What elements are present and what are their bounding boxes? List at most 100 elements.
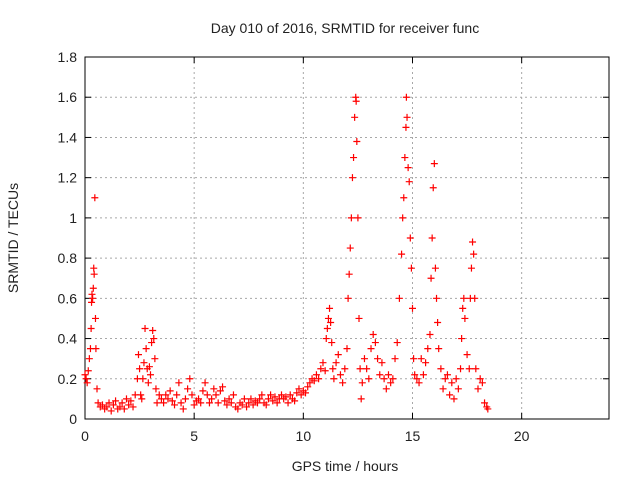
data-point: [481, 399, 489, 407]
data-point: [177, 399, 185, 407]
data-point: [358, 379, 366, 387]
data-points: [81, 93, 492, 415]
data-point: [282, 393, 290, 401]
data-point: [344, 294, 352, 302]
data-point: [162, 391, 170, 399]
data-point: [258, 391, 266, 399]
x-tick-label: 10: [296, 428, 312, 444]
data-point: [103, 403, 111, 411]
data-point: [393, 339, 401, 347]
x-tick-label: 20: [514, 428, 530, 444]
data-point: [419, 371, 427, 379]
data-point: [152, 385, 160, 393]
y-tick-label: 0.6: [58, 290, 78, 306]
data-point: [93, 385, 101, 393]
data-point: [365, 375, 373, 383]
data-point: [470, 250, 478, 258]
data-point: [83, 379, 91, 387]
data-point: [367, 345, 375, 353]
data-point: [363, 365, 371, 373]
data-point: [435, 345, 443, 353]
data-point: [350, 154, 358, 162]
data-point: [168, 397, 176, 405]
data-point: [173, 391, 181, 399]
data-point: [253, 399, 261, 407]
data-point: [322, 335, 330, 343]
chart-title: Day 010 of 2016, SRMTID for receiver fun…: [211, 20, 479, 36]
y-tick-label: 0.8: [58, 250, 78, 266]
data-point: [181, 395, 189, 403]
data-point: [125, 401, 133, 409]
data-point: [360, 355, 368, 363]
data-point: [127, 397, 135, 405]
data-point: [155, 391, 163, 399]
data-point: [448, 379, 456, 387]
data-point: [323, 325, 331, 332]
data-point: [328, 339, 336, 347]
data-point: [467, 264, 475, 272]
data-point: [243, 403, 251, 411]
data-point: [310, 377, 318, 385]
data-point: [267, 391, 275, 399]
data-point: [171, 401, 179, 409]
data-point: [339, 379, 347, 387]
data-point: [91, 314, 99, 322]
data-point: [245, 399, 253, 407]
data-point: [401, 154, 409, 162]
data-point: [431, 264, 439, 272]
data-point: [81, 371, 89, 379]
data-point: [460, 294, 468, 302]
data-point: [109, 401, 117, 409]
data-point: [347, 214, 355, 222]
data-point: [84, 367, 92, 375]
data-point: [225, 395, 233, 403]
data-point: [85, 355, 93, 363]
data-point: [356, 365, 364, 373]
data-point: [269, 397, 277, 405]
data-point: [92, 345, 100, 353]
data-point: [145, 363, 153, 371]
data-point: [149, 327, 157, 335]
data-point: [336, 371, 344, 379]
data-point: [411, 371, 419, 379]
data-point: [140, 359, 148, 367]
data-point: [376, 371, 384, 379]
data-point: [469, 238, 477, 246]
data-point: [346, 244, 354, 252]
data-point: [351, 113, 359, 121]
y-tick-label: 0.2: [58, 371, 78, 387]
data-point: [166, 387, 174, 395]
data-point: [457, 365, 465, 373]
data-point: [355, 314, 363, 322]
data-point: [422, 359, 430, 367]
x-tick-label: 15: [405, 428, 421, 444]
y-tick-label: 1.2: [58, 170, 78, 186]
y-tick-label: 1.6: [58, 89, 78, 105]
x-axis-label: GPS time / hours: [292, 458, 399, 474]
data-point: [284, 399, 292, 407]
data-point: [116, 403, 124, 411]
data-point: [205, 399, 213, 407]
data-point: [332, 359, 340, 367]
data-point: [437, 365, 445, 373]
data-point: [199, 387, 207, 395]
data-point: [387, 379, 395, 387]
data-point: [317, 365, 325, 373]
data-point: [384, 371, 392, 379]
data-point: [234, 405, 242, 413]
data-point: [399, 214, 407, 222]
data-point: [157, 395, 165, 403]
data-point: [415, 379, 423, 387]
data-point: [238, 401, 246, 409]
data-point: [88, 298, 96, 306]
data-point: [357, 395, 365, 403]
data-point: [214, 399, 222, 407]
data-point: [240, 395, 248, 403]
data-point: [458, 335, 466, 343]
data-point: [374, 355, 382, 363]
data-point: [138, 395, 146, 403]
y-tick-label: 1: [69, 210, 77, 226]
data-point: [295, 385, 303, 393]
data-point: [164, 395, 172, 403]
data-point: [428, 234, 436, 242]
